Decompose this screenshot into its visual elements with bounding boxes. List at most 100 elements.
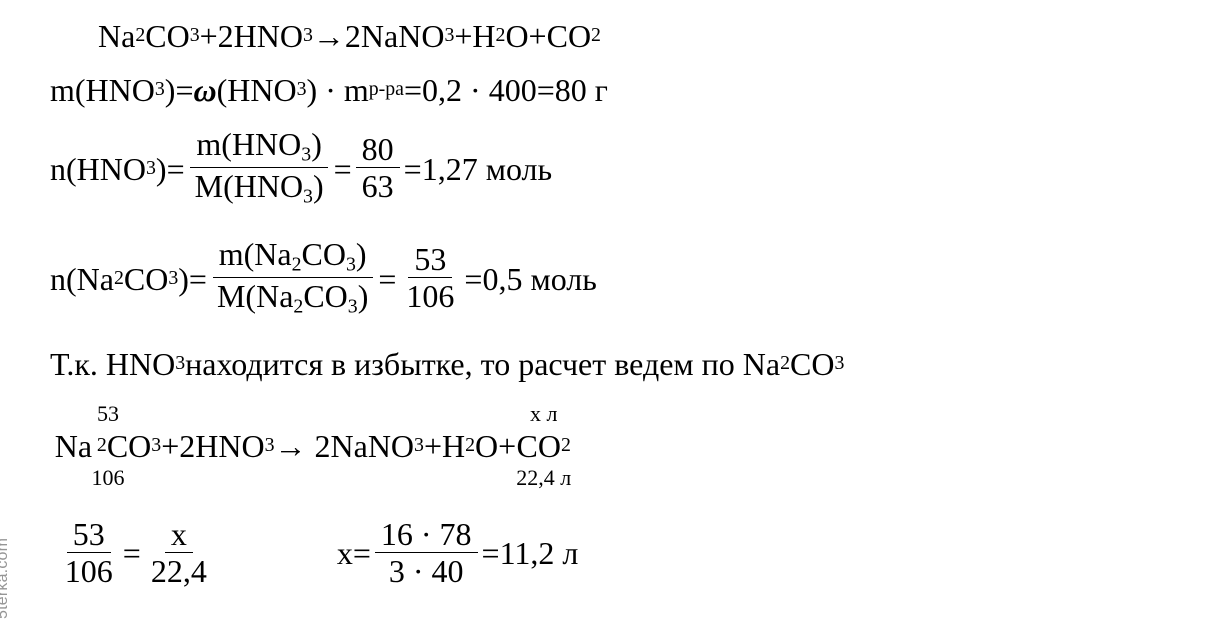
subscript: 2: [292, 253, 302, 275]
formula-text: =0,2 · 400=80 г: [404, 74, 608, 106]
subscript: 3: [151, 436, 161, 456]
subscript: 2: [97, 436, 107, 456]
term-formula: CO2: [516, 426, 570, 466]
watermark-text: 5terka.com: [0, 538, 11, 619]
formula-text: m(Na: [219, 236, 292, 272]
fraction-numerator: 80: [356, 133, 400, 168]
annotated-term: 53 Na 2 CO3 106: [55, 402, 161, 490]
subscript: 3: [348, 296, 358, 318]
formula-text: n(HNO: [50, 153, 146, 185]
formula-text: O: [505, 20, 528, 52]
fraction-numerator: 16 · 78: [375, 518, 478, 553]
formula-text: ): [311, 126, 322, 162]
moles-na2co3-line: n(Na2 CO3 )= m(Na2CO3) M(Na2CO3) = 53 10…: [50, 238, 1209, 320]
text: находится в избытке, то расчет ведем по …: [185, 348, 780, 380]
subscript: 3: [346, 253, 356, 275]
formula-text: 2NaNO: [345, 20, 445, 52]
fraction: 16 · 78 3 · 40: [375, 518, 478, 589]
formula-text: O+: [475, 430, 516, 462]
formula-text: (HNO: [217, 74, 297, 106]
formula-text: )=: [156, 153, 185, 185]
under-label: 22,4 л: [516, 466, 571, 490]
term-formula: +2HNO3 → 2NaNO3 +H2 O+: [161, 426, 516, 466]
formula-text: )=: [165, 74, 194, 106]
moles-hno3-line: n(HNO3 )= m(HNO3) M(HNO3) = 80 63 =1,27 …: [50, 128, 1209, 210]
equals: =: [378, 263, 396, 295]
fraction: 53 106: [59, 518, 119, 589]
formula-text: )=: [178, 263, 207, 295]
formula-text: CO: [302, 236, 346, 272]
subscript: 2: [780, 354, 790, 374]
formula-text: +H: [424, 430, 465, 462]
equals: =: [123, 537, 141, 569]
fraction-denominator: 106: [59, 553, 119, 589]
proportion-line: 53 106 = x 22,4 x= 16 · 78 3 · 40 =11,2 …: [50, 518, 1209, 589]
formula-text: ): [313, 168, 324, 204]
fraction-denominator: 22,4: [145, 553, 213, 589]
subscript: 3: [265, 436, 275, 456]
fraction-denominator: 63: [356, 168, 400, 204]
subscript: 2: [496, 26, 506, 46]
formula-text: n(Na: [50, 263, 114, 295]
formula-text: CO: [107, 430, 151, 462]
fraction-numerator: m(HNO3): [190, 128, 327, 168]
subscript: 2: [293, 296, 303, 318]
subscript: 3: [301, 144, 311, 166]
subscript: 3: [190, 26, 200, 46]
term-formula: Na 2 CO3: [55, 426, 161, 466]
plain-term: +2HNO3 → 2NaNO3 +H2 O+: [161, 402, 516, 490]
fraction-denominator: M(Na2CO3): [211, 278, 374, 319]
annotated-term: х л CO2 22,4 л: [516, 402, 571, 490]
fraction-denominator: 3 · 40: [383, 553, 470, 589]
stoichiometry-line: 53 Na 2 CO3 106 +2HNO3 → 2NaNO3 +H2 O+ х…: [50, 402, 1209, 490]
formula-text: =1,27 моль: [404, 153, 552, 185]
equation-line-1: Na2 CO3 + 2HNO3 → 2NaNO3 + H2 O + CO2: [50, 20, 1209, 52]
subscript: 2: [465, 436, 475, 456]
fraction: m(HNO3) M(HNO3): [189, 128, 330, 210]
subscript: 3: [297, 80, 307, 100]
formula-text: CO: [790, 348, 834, 380]
subscript: 3: [175, 354, 185, 374]
over-label: х л: [530, 402, 557, 426]
formula-text: 2HNO: [218, 20, 303, 52]
subscript: 2: [114, 269, 124, 289]
formula-text: Na: [98, 20, 135, 52]
formula-text: → 2NaNO: [275, 430, 415, 462]
omega-symbol: ω: [194, 74, 217, 106]
subscript: 3: [303, 26, 313, 46]
fraction-numerator: 53: [67, 518, 111, 553]
subscript: 2: [135, 26, 145, 46]
formula-text: =11,2 л: [482, 537, 579, 569]
subscript: 3: [834, 354, 844, 374]
subscript: 3: [303, 186, 313, 208]
watermark: 5terka.com: [0, 538, 12, 619]
formula-text: CO: [516, 430, 560, 462]
subscript: 2: [561, 436, 571, 456]
fraction-denominator: 106: [400, 278, 460, 314]
formula-text: m(HNO: [196, 126, 301, 162]
fraction-numerator: m(Na2CO3): [213, 238, 373, 278]
under-label: 106: [92, 466, 125, 490]
plus-sign: +: [454, 20, 472, 52]
fraction: x 22,4: [145, 518, 213, 589]
subscript: 3: [168, 269, 178, 289]
formula-text: =0,5 моль: [464, 263, 596, 295]
subscript: 3: [444, 26, 454, 46]
formula-text: CO: [124, 263, 168, 295]
mass-hno3-line: m(HNO3 )= ω (HNO3 ) · mр-ра =0,2 · 400=8…: [50, 74, 1209, 106]
formula-text: H: [472, 20, 495, 52]
fraction-denominator: M(HNO3): [189, 168, 330, 209]
fraction-numerator: x: [165, 518, 193, 553]
formula-text: x=: [337, 537, 371, 569]
formula-text: ): [358, 278, 369, 314]
formula-text: Na: [55, 430, 92, 462]
subscript: 2: [591, 26, 601, 46]
subscript: 3: [146, 159, 156, 179]
solution-page: 5terka.com Na2 CO3 + 2HNO3 → 2NaNO3 + H2…: [0, 0, 1229, 639]
formula-text: m(HNO: [50, 74, 155, 106]
over-label: 53: [97, 402, 119, 426]
formula-text: +2HNO: [161, 430, 264, 462]
subscript: р-ра: [369, 80, 404, 100]
plus-sign: +: [529, 20, 547, 52]
formula-text: CO: [547, 20, 591, 52]
